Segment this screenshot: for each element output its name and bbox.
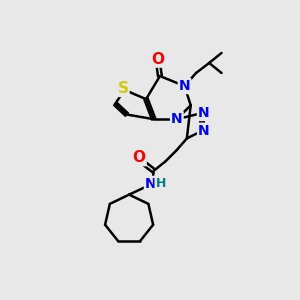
Text: N: N bbox=[198, 106, 210, 120]
Text: O: O bbox=[151, 52, 164, 67]
Text: O: O bbox=[133, 150, 146, 165]
Text: S: S bbox=[118, 81, 128, 96]
Text: N: N bbox=[145, 177, 157, 191]
Text: N: N bbox=[171, 112, 183, 126]
Text: N: N bbox=[179, 79, 190, 93]
Text: H: H bbox=[155, 177, 166, 190]
Text: N: N bbox=[198, 124, 210, 138]
